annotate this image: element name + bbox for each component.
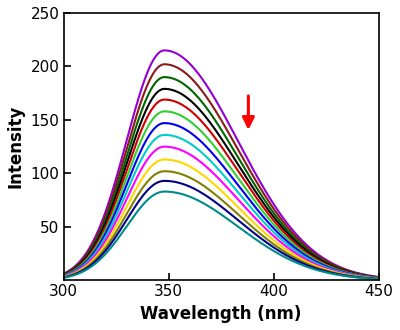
Y-axis label: Intensity: Intensity xyxy=(7,105,25,188)
X-axis label: Wavelength (nm): Wavelength (nm) xyxy=(140,305,302,323)
